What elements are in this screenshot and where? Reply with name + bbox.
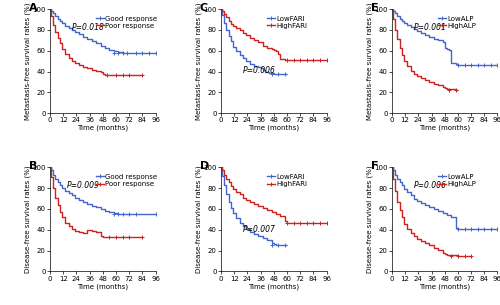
Y-axis label: Disease-free survival rates (%): Disease-free survival rates (%) bbox=[196, 166, 202, 273]
X-axis label: Time (months): Time (months) bbox=[419, 283, 470, 289]
Text: D: D bbox=[200, 161, 209, 171]
Y-axis label: Metastasis-free survival rates (%): Metastasis-free survival rates (%) bbox=[24, 2, 31, 120]
Text: B: B bbox=[29, 161, 38, 171]
X-axis label: Time (months): Time (months) bbox=[419, 125, 470, 131]
Text: F: F bbox=[371, 161, 378, 171]
X-axis label: Time (months): Time (months) bbox=[77, 283, 128, 289]
X-axis label: Time (months): Time (months) bbox=[248, 283, 300, 289]
Text: P=0.009: P=0.009 bbox=[66, 181, 100, 190]
Text: P=0.006: P=0.006 bbox=[243, 66, 276, 75]
X-axis label: Time (months): Time (months) bbox=[77, 125, 128, 131]
Text: E: E bbox=[371, 3, 378, 13]
Text: P=0.007: P=0.007 bbox=[243, 224, 276, 234]
Legend: LowFARI, HighFARI: LowFARI, HighFARI bbox=[266, 173, 308, 188]
X-axis label: Time (months): Time (months) bbox=[248, 125, 300, 131]
Text: P=0.006: P=0.006 bbox=[414, 181, 447, 190]
Y-axis label: Disease-free survival rates (%): Disease-free survival rates (%) bbox=[24, 166, 31, 273]
Text: P=0.001: P=0.001 bbox=[414, 23, 447, 32]
Text: C: C bbox=[200, 3, 208, 13]
Legend: Good response, Poor response: Good response, Poor response bbox=[95, 15, 158, 30]
Text: A: A bbox=[29, 3, 38, 13]
Text: P=0.018: P=0.018 bbox=[72, 23, 105, 32]
Y-axis label: Metastasis-free survival rates (%): Metastasis-free survival rates (%) bbox=[366, 2, 373, 120]
Legend: LowFARI, HighFARI: LowFARI, HighFARI bbox=[266, 15, 308, 30]
Legend: LowALP, HighALP: LowALP, HighALP bbox=[437, 15, 477, 30]
Legend: LowALP, HighALP: LowALP, HighALP bbox=[437, 173, 477, 188]
Y-axis label: Disease-free survival rates (%): Disease-free survival rates (%) bbox=[366, 166, 373, 273]
Y-axis label: Metastasis-free survival rates (%): Metastasis-free survival rates (%) bbox=[196, 2, 202, 120]
Legend: Good response, Poor response: Good response, Poor response bbox=[95, 173, 158, 188]
